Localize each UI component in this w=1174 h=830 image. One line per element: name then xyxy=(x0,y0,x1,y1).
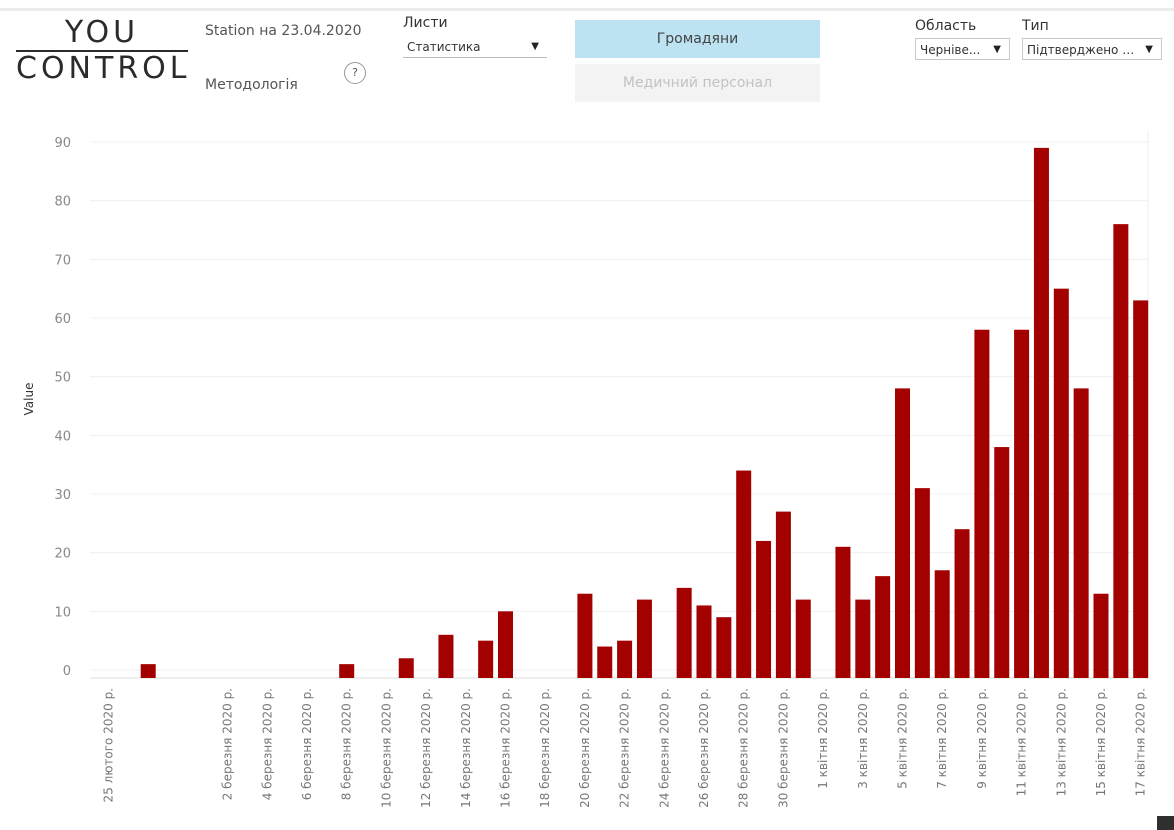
medical-staff-button[interactable]: Медичний персонал xyxy=(575,64,820,102)
bar[interactable] xyxy=(994,447,1010,678)
bar[interactable] xyxy=(478,640,494,678)
bar[interactable] xyxy=(498,611,513,678)
y-tick-label: 90 xyxy=(54,136,71,151)
corner-widget[interactable] xyxy=(1157,816,1174,830)
grid-lines xyxy=(90,132,1149,679)
logo-line-2: CONTROL xyxy=(16,51,191,86)
x-tick-label: 18 березня 2020 р. xyxy=(538,688,552,808)
x-tick-label: 2 березня 2020 р. xyxy=(221,688,235,800)
y-tick-label: 30 xyxy=(54,488,71,503)
y-tick-label: 50 xyxy=(54,371,71,386)
x-tick-label: 14 березня 2020 р. xyxy=(459,688,473,808)
y-axis-label: Value xyxy=(22,383,36,416)
help-icon[interactable]: ? xyxy=(344,62,366,84)
bar[interactable] xyxy=(736,470,752,678)
bar[interactable] xyxy=(855,599,871,678)
bar[interactable] xyxy=(954,529,970,678)
bar[interactable] xyxy=(597,646,613,678)
x-tick-label: 4 березня 2020 р. xyxy=(260,688,274,800)
x-tick-label: 17 квітня 2020 р. xyxy=(1134,688,1148,796)
bar[interactable] xyxy=(438,634,454,678)
x-tick-label: 12 березня 2020 р. xyxy=(419,688,433,808)
bar[interactable] xyxy=(775,511,791,678)
x-tick-label: 9 квітня 2020 р. xyxy=(975,688,989,789)
x-tick-label: 22 березня 2020 р. xyxy=(618,688,632,808)
bar[interactable] xyxy=(895,388,910,678)
y-tick-label: 80 xyxy=(54,195,71,210)
x-tick-label: 28 березня 2020 р. xyxy=(737,688,751,808)
y-tick-label: 40 xyxy=(54,429,71,444)
x-tick-label: 3 квітня 2020 р. xyxy=(856,688,870,789)
bars xyxy=(140,147,1149,678)
methodology-link[interactable]: Методологія xyxy=(205,77,298,93)
x-tick-label: 24 березня 2020 р. xyxy=(657,688,671,808)
bar[interactable] xyxy=(1113,224,1129,678)
x-tick-label: 16 березня 2020 р. xyxy=(499,688,513,808)
x-tick-label: 8 березня 2020 р. xyxy=(340,688,354,800)
x-tick-label: 13 квітня 2020 р. xyxy=(1054,688,1068,796)
bar[interactable] xyxy=(795,599,811,678)
logo-divider xyxy=(16,50,188,52)
bar[interactable] xyxy=(140,664,156,678)
bar[interactable] xyxy=(577,593,593,678)
logo-line-1: YOU xyxy=(64,15,140,50)
bar[interactable] xyxy=(974,329,990,678)
chevron-down-icon: ▼ xyxy=(993,44,1001,55)
x-tick-label: 10 березня 2020 р. xyxy=(379,688,393,808)
x-tick-label: 30 березня 2020 р. xyxy=(776,688,790,808)
y-tick-label: 60 xyxy=(54,312,71,327)
region-label: Область xyxy=(915,18,977,34)
y-axis-ticks: 0 10 20 30 40 50 60 70 80 90 xyxy=(54,136,71,679)
chevron-down-icon: ▼ xyxy=(531,41,539,52)
bar[interactable] xyxy=(617,640,633,678)
x-tick-label: 15 квітня 2020 р. xyxy=(1094,688,1108,796)
region-dropdown[interactable]: Черніве... ▼ xyxy=(915,38,1010,60)
bar[interactable] xyxy=(875,576,891,678)
bar[interactable] xyxy=(934,570,950,678)
x-tick-label: 7 квітня 2020 р. xyxy=(935,688,949,789)
type-dropdown[interactable]: Підтверджено в... ▼ xyxy=(1022,38,1162,60)
bar[interactable] xyxy=(914,488,930,678)
bar[interactable] xyxy=(696,605,712,678)
sheets-label: Листи xyxy=(403,15,448,31)
y-tick-label: 70 xyxy=(54,253,71,268)
bar[interactable] xyxy=(835,546,851,678)
x-tick-label: 1 квітня 2020 р. xyxy=(816,688,830,789)
bar[interactable] xyxy=(1033,147,1049,678)
y-tick-label: 10 xyxy=(54,605,71,620)
x-tick-label: 6 березня 2020 р. xyxy=(300,688,314,800)
bar[interactable] xyxy=(1014,329,1030,678)
citizens-button[interactable]: Громадяни xyxy=(575,20,820,58)
bar[interactable] xyxy=(1053,288,1069,678)
bar[interactable] xyxy=(756,540,772,678)
y-tick-label: 0 xyxy=(63,664,71,679)
y-tick-label: 20 xyxy=(54,547,71,562)
bar[interactable] xyxy=(716,617,732,678)
bar[interactable] xyxy=(1133,300,1149,678)
as-of-date: Station на 23.04.2020 xyxy=(205,23,362,39)
bar[interactable] xyxy=(1093,593,1109,678)
chevron-down-icon: ▼ xyxy=(1145,44,1153,55)
x-tick-label: 26 березня 2020 р. xyxy=(697,688,711,808)
type-label: Тип xyxy=(1022,18,1049,34)
x-tick-label: 11 квітня 2020 р. xyxy=(1015,688,1029,796)
x-axis-ticks: 25 лютого 2020 р. 2 березня 2020 р. 4 бере… xyxy=(102,688,1174,808)
bar[interactable] xyxy=(398,658,414,678)
x-tick-label: 20 березня 2020 р. xyxy=(578,688,592,808)
youcontrol-logo: YOU CONTROL xyxy=(16,18,188,84)
sheets-dropdown[interactable]: Статистика ▼ xyxy=(403,36,547,58)
bar[interactable] xyxy=(676,587,692,678)
bar[interactable] xyxy=(1073,388,1089,678)
top-divider xyxy=(0,8,1174,11)
x-tick-label: 25 лютого 2020 р. xyxy=(102,688,116,802)
bar[interactable] xyxy=(636,599,652,678)
x-tick-label: 5 квітня 2020 р. xyxy=(896,688,910,789)
bar[interactable] xyxy=(339,664,355,678)
